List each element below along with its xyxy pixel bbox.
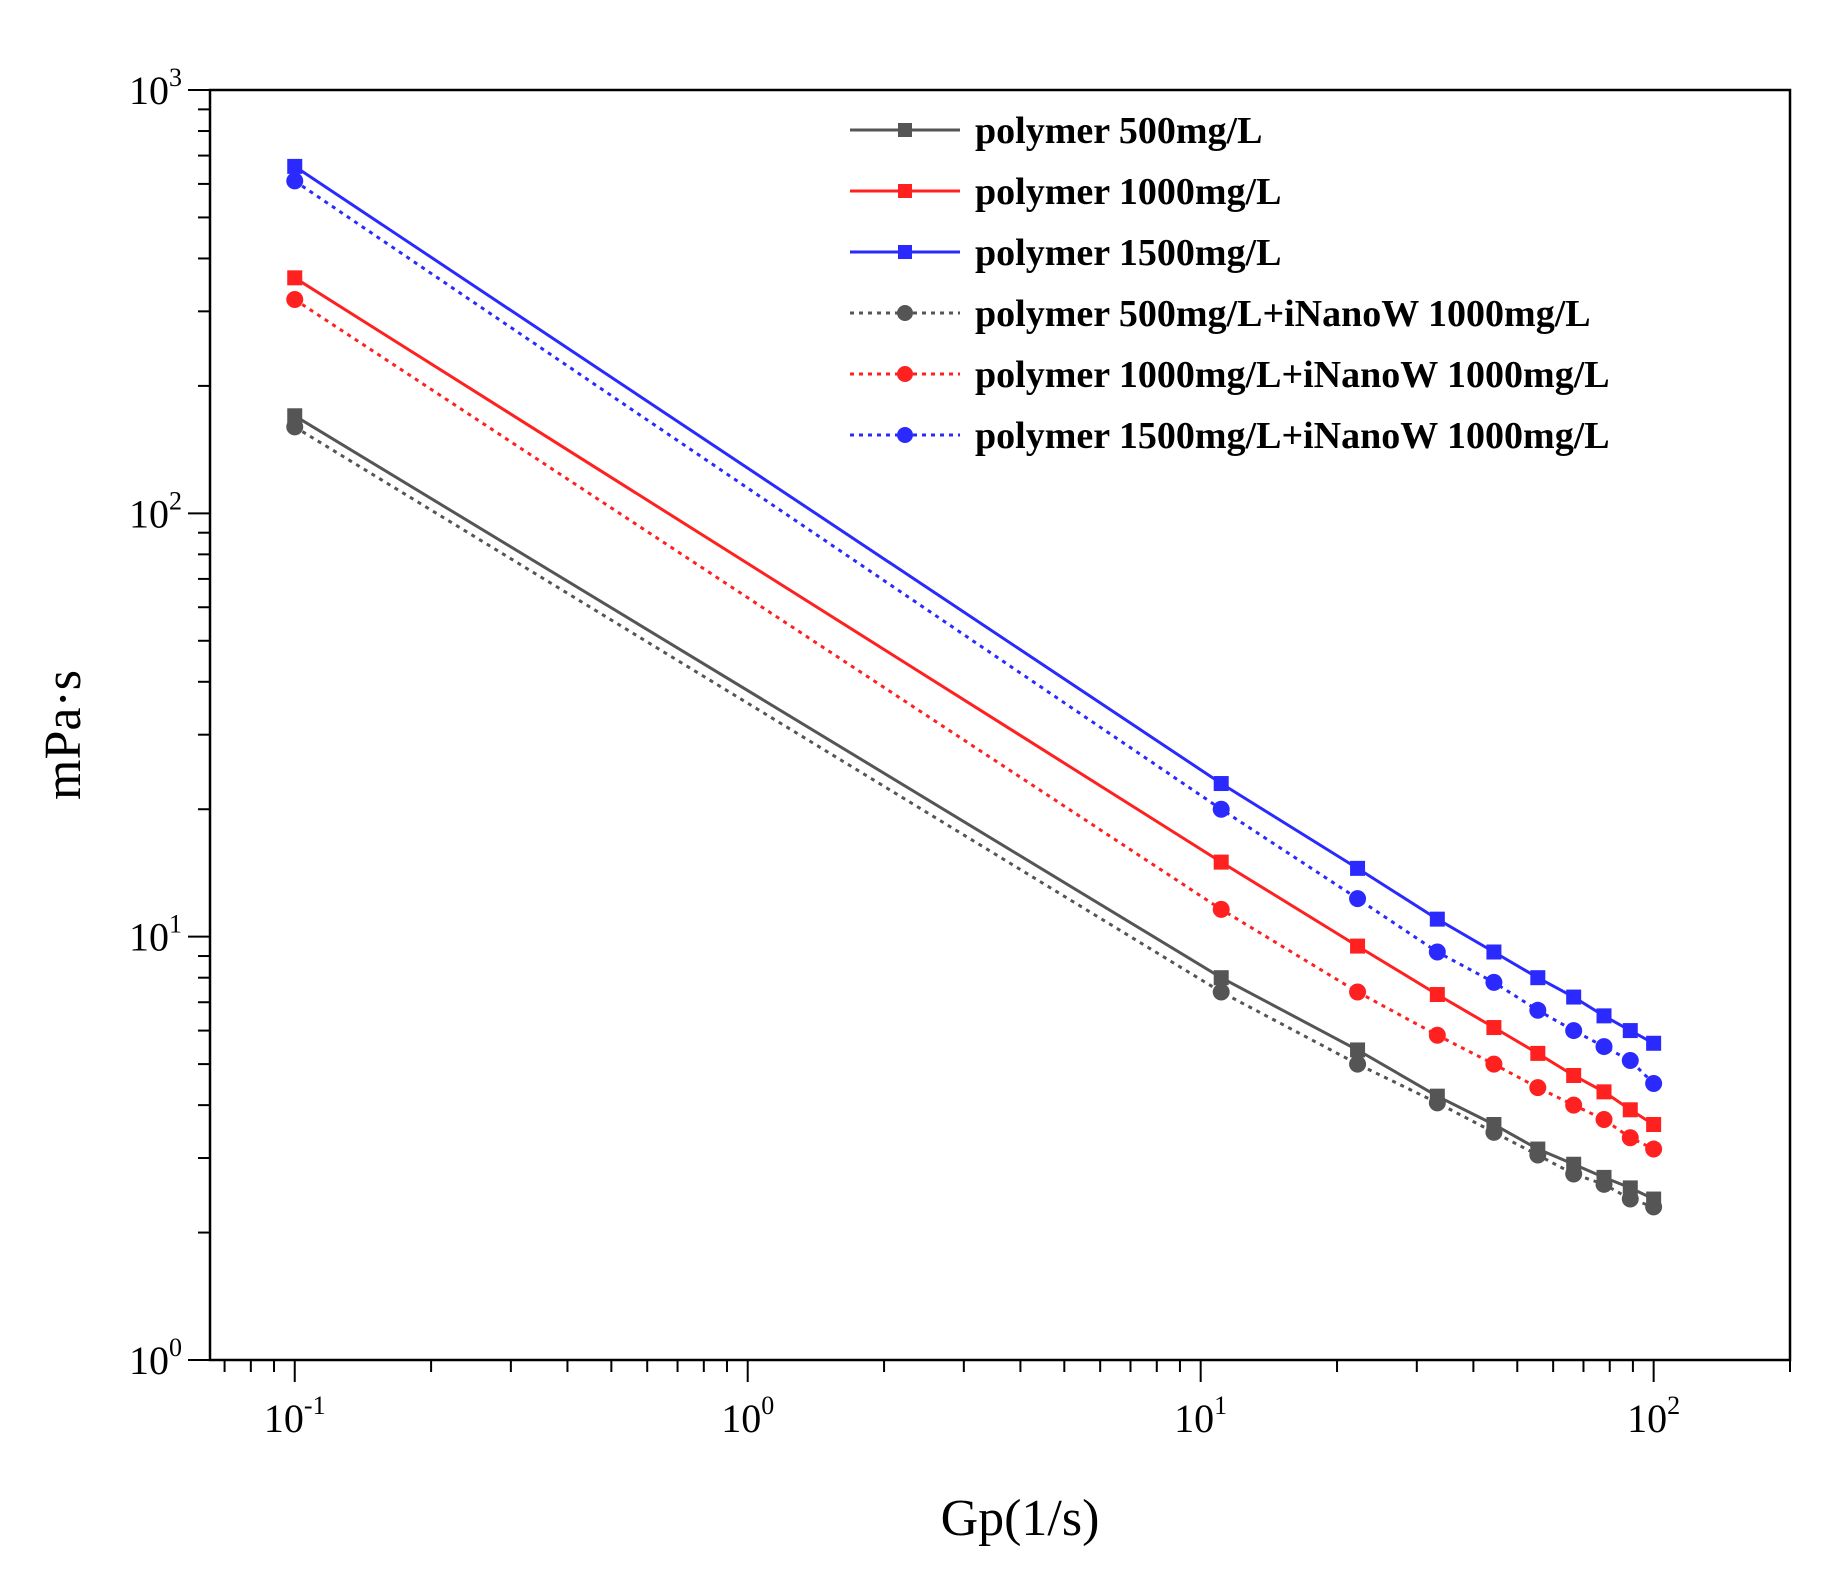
series-line bbox=[293, 298, 1655, 1151]
legend-item: polymer 1000mg/L+iNanoW 1000mg/L bbox=[850, 354, 1610, 396]
data-point bbox=[1485, 973, 1503, 991]
y-axis-label: mPa·s bbox=[35, 670, 92, 800]
data-point bbox=[1485, 1055, 1503, 1073]
data-point bbox=[1621, 1129, 1639, 1147]
series-line bbox=[293, 414, 1655, 1201]
data-point bbox=[1645, 1074, 1663, 1092]
legend-label: polymer 500mg/L+iNanoW 1000mg/L bbox=[975, 293, 1591, 335]
data-point bbox=[1565, 1022, 1583, 1040]
series-line bbox=[293, 179, 1655, 1085]
legend-label: polymer 1500mg/L+iNanoW 1000mg/L bbox=[975, 415, 1610, 457]
data-point bbox=[1213, 970, 1229, 986]
data-point bbox=[1565, 1165, 1583, 1183]
legend-marker bbox=[898, 123, 912, 137]
y-tick-label: 100 bbox=[129, 1333, 182, 1383]
x-tick-label: 10-1 bbox=[264, 1391, 326, 1441]
y-tick-label: 103 bbox=[129, 63, 182, 113]
data-point bbox=[1595, 1038, 1613, 1056]
data-point bbox=[1349, 890, 1367, 908]
data-point bbox=[1530, 1045, 1546, 1061]
plot-frame bbox=[208, 88, 1792, 1362]
legend-item: polymer 1500mg/L+iNanoW 1000mg/L bbox=[850, 415, 1610, 457]
series-line bbox=[293, 276, 1655, 1126]
data-point bbox=[1595, 1110, 1613, 1128]
data-point bbox=[1621, 1051, 1639, 1069]
data-point bbox=[1349, 983, 1367, 1001]
data-point bbox=[1621, 1190, 1639, 1208]
data-point bbox=[286, 418, 304, 436]
data-point bbox=[1486, 1020, 1502, 1036]
series-6 bbox=[286, 172, 1663, 1092]
data-point bbox=[1596, 1008, 1612, 1024]
data-point bbox=[1213, 776, 1229, 792]
data-point bbox=[287, 270, 303, 286]
legend-label: polymer 1000mg/L+iNanoW 1000mg/L bbox=[975, 354, 1610, 396]
data-point bbox=[1645, 1140, 1663, 1158]
data-point bbox=[1429, 987, 1445, 1003]
data-point bbox=[1349, 1055, 1367, 1073]
series-line bbox=[293, 165, 1655, 1045]
x-axis-label: Gp(1/s) bbox=[941, 1490, 1100, 1547]
data-point bbox=[1485, 1123, 1503, 1141]
data-point bbox=[1565, 1096, 1583, 1114]
data-point bbox=[1566, 1067, 1582, 1083]
series-4 bbox=[286, 418, 1663, 1216]
legend-item: polymer 1000mg/L bbox=[850, 171, 1281, 213]
data-point bbox=[1622, 1102, 1638, 1118]
data-point bbox=[1529, 1079, 1547, 1097]
x-tick-label: 102 bbox=[1627, 1391, 1680, 1441]
data-point bbox=[1645, 1198, 1663, 1216]
legend-marker bbox=[897, 305, 913, 321]
legend: polymer 500mg/L polymer 1000mg/L polymer 1… bbox=[850, 110, 1610, 457]
data-point bbox=[1529, 1001, 1547, 1019]
data-point bbox=[1622, 1023, 1638, 1039]
y-axis-ticks bbox=[188, 89, 210, 1361]
data-point bbox=[286, 172, 304, 190]
data-point bbox=[1428, 1026, 1446, 1044]
legend-label: polymer 1500mg/L bbox=[975, 232, 1281, 274]
y-tick-label: 101 bbox=[129, 910, 182, 960]
data-point bbox=[1212, 900, 1230, 918]
data-point bbox=[1646, 1035, 1662, 1051]
data-point bbox=[1530, 970, 1546, 986]
legend-marker bbox=[898, 245, 912, 259]
data-point bbox=[1429, 911, 1445, 927]
legend-item: polymer 1500mg/L bbox=[850, 232, 1281, 274]
x-tick-label: 101 bbox=[1174, 1391, 1227, 1441]
data-point bbox=[1486, 944, 1502, 960]
data-point bbox=[1529, 1146, 1547, 1164]
data-point bbox=[286, 290, 304, 308]
data-point bbox=[1350, 860, 1366, 876]
y-tick-label: 102 bbox=[129, 486, 182, 536]
data-point bbox=[1428, 943, 1446, 961]
series-line bbox=[293, 425, 1655, 1209]
legend-marker bbox=[897, 366, 913, 382]
legend-marker bbox=[898, 184, 912, 198]
data-point bbox=[1595, 1175, 1613, 1193]
data-point bbox=[1566, 989, 1582, 1005]
data-point bbox=[1350, 1042, 1366, 1058]
series-5 bbox=[286, 290, 1663, 1158]
legend-item: polymer 500mg/L bbox=[850, 110, 1262, 152]
data-point bbox=[1212, 800, 1230, 818]
legend-marker bbox=[897, 427, 913, 443]
data-point bbox=[1596, 1084, 1612, 1100]
legend-label: polymer 1000mg/L bbox=[975, 171, 1281, 213]
data-point bbox=[287, 158, 303, 174]
x-axis-ticks bbox=[223, 1360, 1791, 1382]
data-point bbox=[1212, 983, 1230, 1001]
data-point bbox=[1428, 1094, 1446, 1112]
x-tick-label: 100 bbox=[721, 1391, 774, 1441]
series-3 bbox=[287, 158, 1662, 1051]
legend-item: polymer 500mg/L+iNanoW 1000mg/L bbox=[850, 293, 1591, 335]
series-1 bbox=[287, 408, 1662, 1207]
data-point bbox=[1646, 1116, 1662, 1132]
data-point bbox=[1350, 938, 1366, 954]
legend-label: polymer 500mg/L bbox=[975, 110, 1262, 152]
series-2 bbox=[287, 270, 1662, 1132]
data-point bbox=[1213, 854, 1229, 870]
